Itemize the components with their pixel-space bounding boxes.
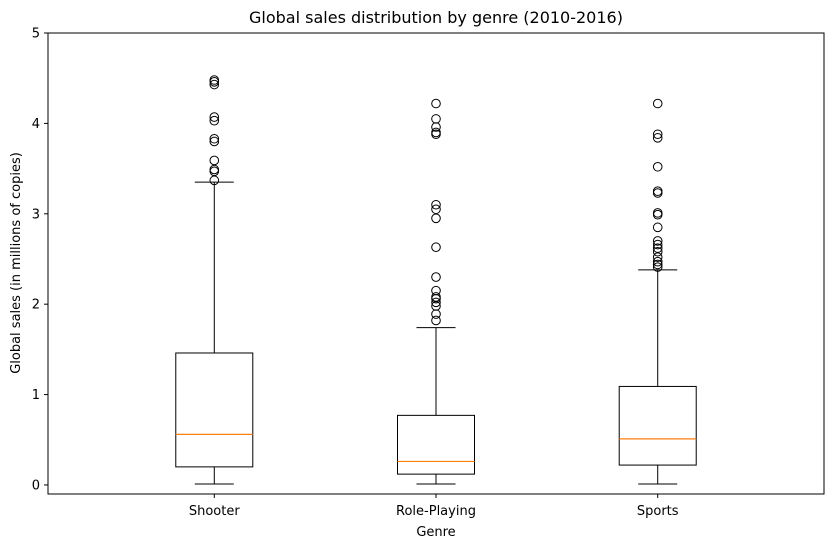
y-axis: 0 1 2 3 4 5: [32, 27, 48, 493]
box-series: [175, 75, 697, 485]
outlier-point: [431, 309, 441, 319]
outlier-point: [431, 199, 441, 210]
y-tick-label: 4: [32, 117, 40, 132]
y-tick-label: 5: [32, 27, 40, 42]
outlier-point: [431, 242, 441, 253]
outlier-point: [652, 186, 663, 196]
box-iqr: [175, 352, 254, 468]
outlier-point: [209, 133, 220, 144]
outlier-point: [431, 204, 441, 215]
y-tick-label: 2: [32, 298, 40, 313]
outlier-point: [652, 129, 663, 140]
x-tick-label: Sports: [637, 504, 679, 519]
outlier-point: [652, 133, 663, 143]
y-tick-label: 0: [32, 478, 40, 493]
outlier-point: [431, 292, 441, 302]
x-tick-label: Role-Playing: [396, 504, 476, 519]
outlier-point: [652, 161, 663, 172]
outlier-point: [431, 98, 441, 109]
box-group: [618, 98, 697, 485]
outlier-point: [652, 236, 663, 246]
outlier-point: [652, 208, 663, 218]
outlier-point: [652, 246, 663, 257]
x-axis-title: Genre: [416, 525, 455, 540]
outlier-point: [652, 222, 663, 233]
outlier-point: [431, 285, 441, 296]
outlier-point: [209, 164, 220, 175]
box-group: [175, 75, 254, 485]
outlier-point: [209, 112, 220, 122]
outlier-point: [431, 272, 441, 282]
y-tick-label: 3: [32, 207, 40, 222]
y-axis-title: Global sales (in millions of copies): [9, 152, 24, 374]
outlier-point: [652, 209, 663, 220]
outlier-point: [652, 243, 663, 253]
outlier-point: [209, 115, 220, 126]
outlier-point: [652, 239, 663, 250]
outlier-point: [431, 213, 441, 224]
outlier-point: [431, 127, 441, 138]
outlier-point: [209, 166, 220, 177]
outlier-point: [209, 136, 220, 147]
outlier-point: [652, 256, 663, 267]
outlier-point: [652, 262, 663, 272]
outlier-point: [431, 114, 441, 124]
x-axis: Shooter Role-Playing Sports: [189, 494, 679, 519]
outlier-point: [652, 188, 663, 198]
plot-area-frame: [47, 32, 825, 495]
outlier-point: [431, 315, 441, 326]
outlier-point: [209, 75, 220, 85]
chart-title: Global sales distribution by genre (2010…: [249, 8, 623, 27]
outlier-point: [209, 155, 220, 166]
box-group: [397, 98, 475, 485]
box-iqr: [397, 414, 475, 475]
y-tick-label: 1: [32, 388, 40, 403]
x-tick-label: Shooter: [189, 504, 240, 519]
outlier-point: [209, 79, 220, 90]
outlier-point: [652, 98, 663, 109]
outlier-point: [652, 259, 663, 270]
outlier-point: [431, 297, 441, 308]
box-iqr: [618, 385, 697, 466]
